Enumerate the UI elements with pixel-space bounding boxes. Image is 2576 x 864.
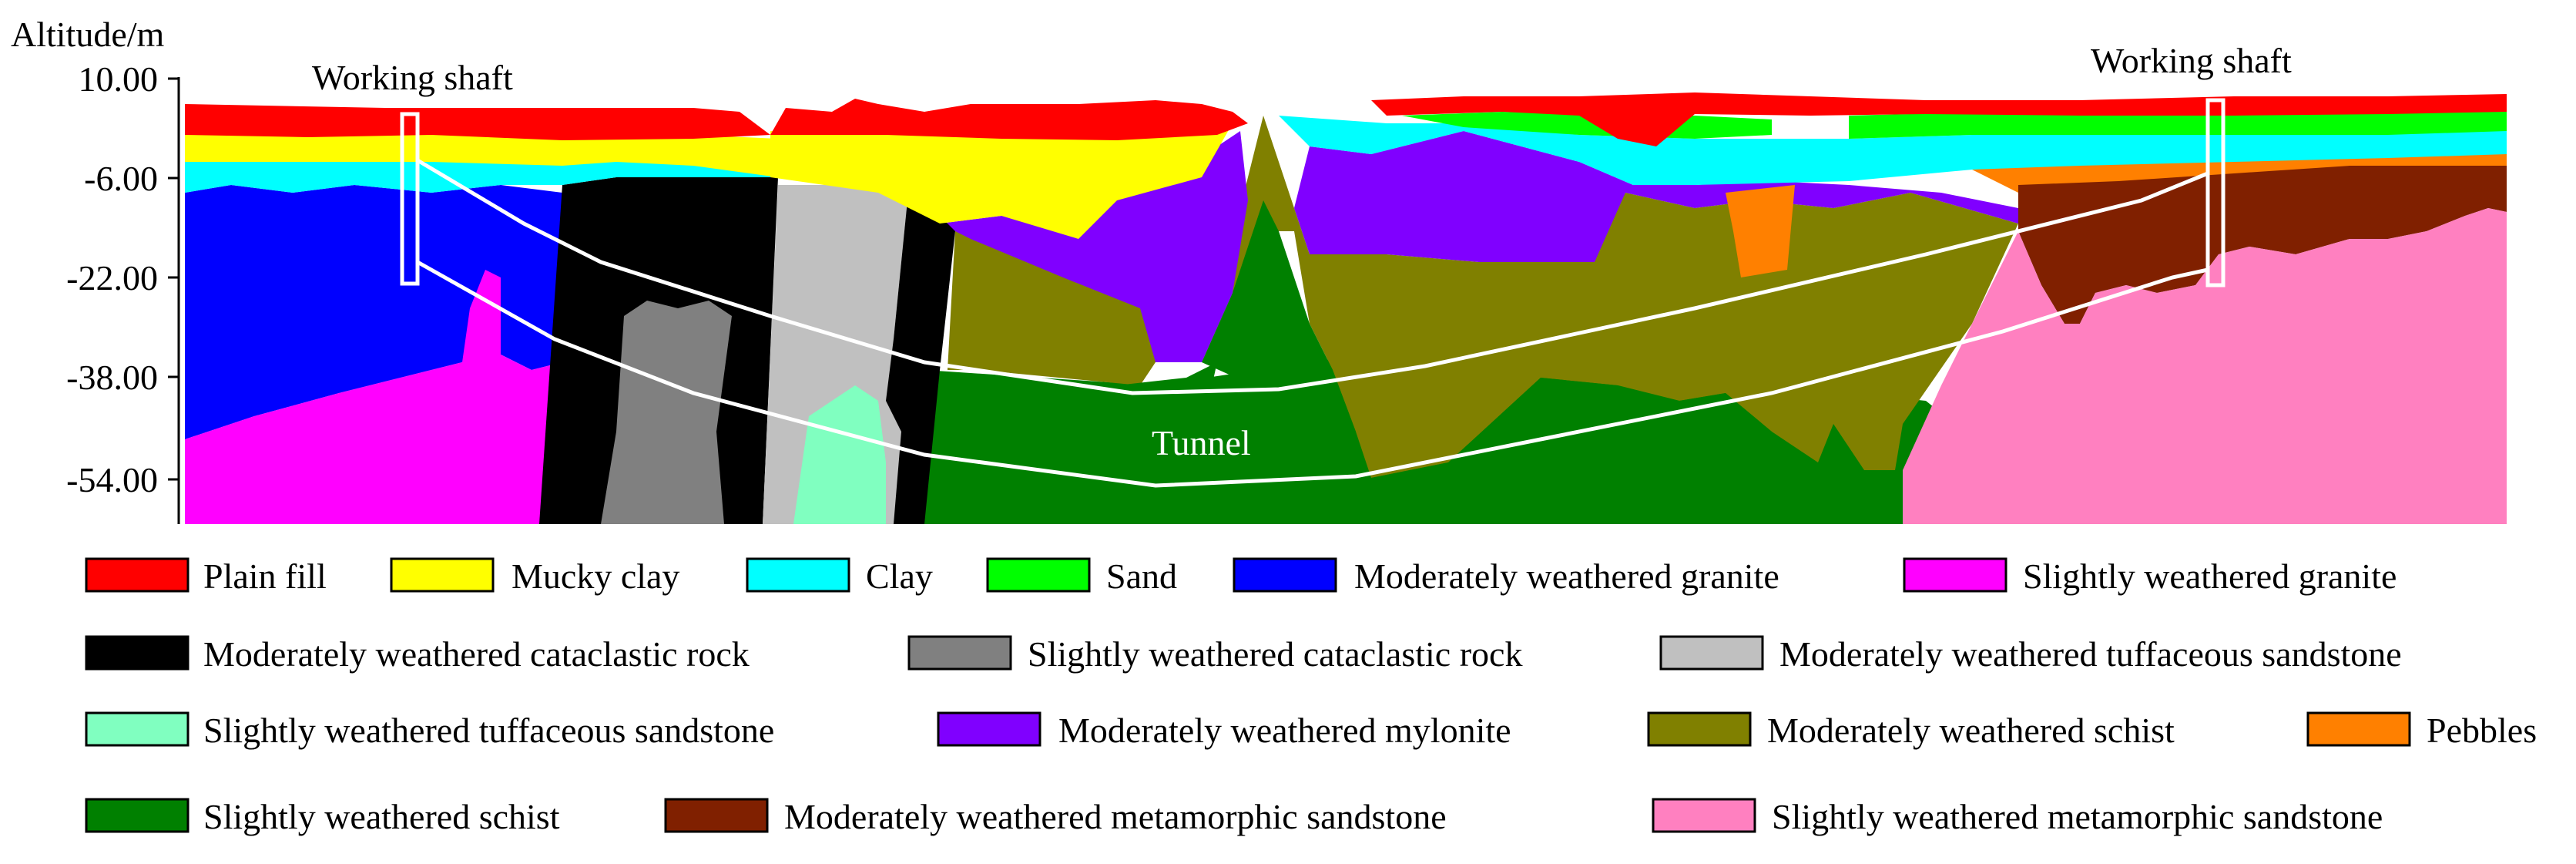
y-tick-label-1: 10.00 xyxy=(79,59,159,99)
legend-label-sand: Sand xyxy=(1106,556,1177,596)
legend-label-pebbles: Pebbles xyxy=(2427,711,2537,750)
stratum-moderately-weathered-mylonite-right xyxy=(1294,131,2018,262)
legend-label-slightly-weathered-tuffaceous-sandstone: Slightly weathered tuffaceous sandstone xyxy=(203,711,774,750)
stratum-slightly-weathered-metamorphic-sandstone xyxy=(1903,208,2507,524)
tunnel-bottom-line xyxy=(416,260,2209,488)
stratum-slightly-weathered-cataclastic-rock xyxy=(601,301,732,524)
legend-swatch-slightly-weathered-schist xyxy=(85,798,190,833)
legend-swatch-mucky-clay xyxy=(390,557,495,593)
stratum-moderately-weathered-granite xyxy=(185,185,562,439)
legend-label-moderately-weathered-tuffaceous-sandstone: Moderately weathered tuffaceous sandston… xyxy=(1779,634,2402,674)
legend-label-moderately-weathered-mylonite: Moderately weathered mylonite xyxy=(1058,711,1511,750)
stratum-pebbles xyxy=(1726,185,1795,277)
tunnel-top-line xyxy=(416,158,2209,395)
legend-label-clay: Clay xyxy=(866,556,933,596)
y-tick-label-4: -38.00 xyxy=(66,358,158,397)
legend-label-slightly-weathered-cataclastic-rock: Slightly weathered cataclastic rock xyxy=(1028,634,1522,674)
stratum-mucky-clay-left xyxy=(185,131,778,177)
working-shaft-left-label: Working shaft xyxy=(312,58,513,97)
legend-label-moderately-weathered-cataclastic-rock: Moderately weathered cataclastic rock xyxy=(203,634,750,674)
legend-swatch-slightly-weathered-tuffaceous-sandstone xyxy=(85,711,190,747)
legend-swatch-moderately-weathered-mylonite xyxy=(937,711,1041,747)
legend-swatch-slightly-weathered-cataclastic-rock xyxy=(907,635,1012,671)
legend-swatch-plain-fill xyxy=(85,557,190,593)
stratum-moderately-weathered-mylonite-left xyxy=(940,131,1248,362)
legend-label-plain-fill: Plain fill xyxy=(203,556,327,596)
y-axis: Altitude/m 10.00 -6.00 -22.00 -38.00 -54… xyxy=(11,15,180,524)
working-shaft-left xyxy=(400,112,420,286)
legend-swatch-clay xyxy=(746,557,850,593)
legend-swatch-moderately-weathered-schist xyxy=(1647,711,1752,747)
y-tick-label-2: -6.00 xyxy=(84,159,158,198)
annotations: Working shaft Working shaft Tunnel xyxy=(312,41,2292,462)
stratum-slightly-weathered-schist-spike xyxy=(1202,200,1772,524)
y-tick-label-5: -54.00 xyxy=(66,460,158,499)
stratum-moderately-weathered-metamorphic-sandstone xyxy=(2018,166,2507,324)
legend-swatch-pebbles xyxy=(2306,711,2411,747)
working-shaft-right-label: Working shaft xyxy=(2091,41,2292,80)
legend-swatch-moderately-weathered-tuffaceous-sandstone xyxy=(1659,635,1764,671)
legend-label-moderately-weathered-granite: Moderately weathered granite xyxy=(1354,556,1779,596)
strata xyxy=(185,92,2507,524)
legend-swatch-slightly-weathered-granite xyxy=(1903,557,2007,593)
legend-label-slightly-weathered-granite: Slightly weathered granite xyxy=(2023,556,2397,596)
y-axis-title: Altitude/m xyxy=(11,15,165,54)
stratum-cataclastic-wedge xyxy=(886,185,955,524)
legend-swatch-sand xyxy=(986,557,1091,593)
stratum-slightly-weathered-tuffaceous-sandstone xyxy=(793,385,886,524)
legend-label-slightly-weathered-metamorphic-sandstone: Slightly weathered metamorphic sandstone xyxy=(1772,797,2383,836)
y-tick-label-3: -22.00 xyxy=(66,258,158,298)
legend-swatch-moderately-weathered-metamorphic-sandstone xyxy=(664,798,769,833)
legend-label-moderately-weathered-schist: Moderately weathered schist xyxy=(1767,711,2175,750)
legend-label-mucky-clay: Mucky clay xyxy=(512,556,679,596)
shafts xyxy=(400,98,2225,287)
legend-swatch-moderately-weathered-cataclastic-rock xyxy=(85,635,190,671)
legend: Plain fill Mucky clay Clay Sand Moderate… xyxy=(85,556,2537,836)
legend-label-slightly-weathered-schist: Slightly weathered schist xyxy=(203,797,560,836)
legend-label-moderately-weathered-metamorphic-sandstone: Moderately weathered metamorphic sandsto… xyxy=(784,797,1447,836)
stratum-sand-right xyxy=(1849,108,2507,139)
legend-swatch-moderately-weathered-granite xyxy=(1233,557,1337,593)
working-shaft-right xyxy=(2205,98,2225,287)
stratum-mucky-clay-center xyxy=(770,123,1233,239)
stratum-slightly-weathered-granite xyxy=(185,270,562,524)
stratum-moderately-weathered-tuffaceous-sandstone xyxy=(763,185,924,524)
legend-swatch-slightly-weathered-metamorphic-sandstone xyxy=(1652,798,1756,833)
tunnel-outline xyxy=(416,158,2209,488)
stratum-plain-fill-left xyxy=(185,104,770,140)
tunnel-label: Tunnel xyxy=(1152,423,1251,462)
stratum-plain-fill-center xyxy=(770,99,1248,140)
